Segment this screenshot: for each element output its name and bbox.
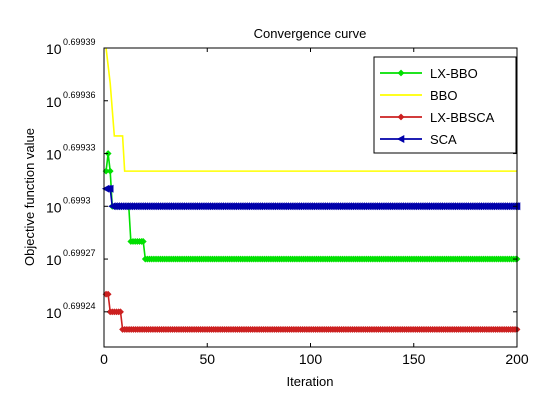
series-sca: [101, 184, 521, 211]
y-tick-label: 10: [46, 94, 62, 110]
chart-title: Convergence curve: [254, 26, 367, 41]
series-marker: [139, 238, 147, 245]
legend-label: LX-BBSCA: [430, 110, 495, 125]
series-marker: [106, 167, 114, 175]
x-axis: 0 50 100 150 200: [100, 48, 529, 367]
series-marker: [397, 113, 405, 121]
y-tick-label: 10: [46, 305, 62, 321]
x-axis-label: Iteration: [287, 374, 334, 389]
y-tick-exponent: 0.69936: [63, 90, 96, 100]
series-line: [105, 47, 517, 172]
y-tick-exponent: 0.6993: [63, 195, 91, 205]
x-tick-label: 50: [199, 351, 215, 367]
series-marker: [106, 184, 114, 193]
x-tick-label: 150: [402, 351, 426, 367]
series-marker: [396, 134, 405, 144]
y-axis-label: Objective function value: [22, 128, 37, 266]
legend-entry: LX-BBSCA: [380, 110, 495, 125]
legend-label: BBO: [430, 88, 457, 103]
series-lx-bbsca: [102, 290, 521, 333]
series-marker: [104, 290, 112, 298]
x-tick-label: 100: [299, 351, 323, 367]
y-tick-label: 10: [46, 41, 62, 57]
y-tick-label: 10: [46, 199, 62, 215]
legend-entry: SCA: [380, 132, 457, 147]
series-bbo: [105, 47, 517, 172]
legend-label: SCA: [430, 132, 457, 147]
x-tick-label: 0: [100, 351, 108, 367]
y-tick-exponent: 0.69939: [63, 37, 96, 47]
legend-entry: BBO: [380, 88, 457, 103]
legend-entry: LX-BBO: [380, 66, 478, 81]
x-tick-label: 200: [505, 351, 529, 367]
y-tick-exponent: 0.69924: [63, 301, 96, 311]
series-marker: [397, 69, 405, 77]
series-marker: [104, 150, 112, 157]
y-tick-exponent: 0.69927: [63, 248, 96, 258]
series-layer: [101, 47, 521, 333]
series-marker: [117, 308, 124, 316]
legend-label: LX-BBO: [430, 66, 478, 81]
y-tick-exponent: 0.69933: [63, 143, 96, 153]
legend: LX-BBO BBO LX-BBSCA SCA: [373, 56, 517, 154]
y-tick-label: 10: [46, 252, 62, 268]
y-tick-label: 10: [46, 147, 62, 163]
